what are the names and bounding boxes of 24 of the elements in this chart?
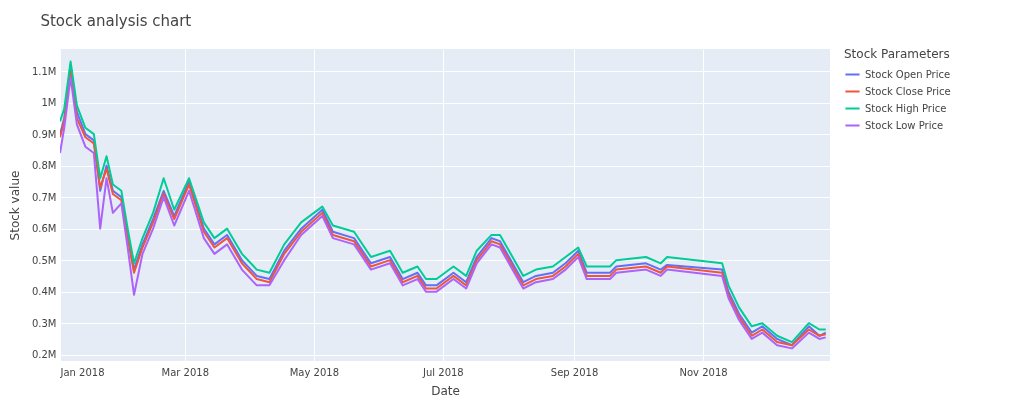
x-tick-label: Mar 2018 [161, 366, 210, 378]
x-tick-label: Sep 2018 [550, 366, 599, 378]
x-tick-label: May 2018 [289, 366, 339, 378]
y-tick-label: 1M [41, 97, 57, 109]
y-axis-title: Stock value [7, 170, 22, 241]
y-tick-label: 0.5M [31, 254, 57, 266]
y-tick-label: 1.1M [31, 65, 57, 77]
legend-label: Stock High Price [865, 102, 947, 114]
legend-title: Stock Parameters [844, 47, 950, 61]
y-tick-label: 0.8M [31, 160, 57, 172]
x-axis-title: Date [431, 383, 460, 398]
y-tick-label: 0.3M [31, 317, 57, 329]
x-tick-label: Nov 2018 [679, 366, 728, 378]
y-tick-label: 0.6M [31, 223, 57, 235]
y-tick-label: 0.4M [31, 286, 57, 298]
legend-label: Stock Low Price [865, 119, 944, 131]
y-tick-label: 0.7M [31, 191, 57, 203]
y-tick-label: 0.9M [31, 128, 57, 140]
legend-label: Stock Open Price [865, 68, 951, 80]
legend-label: Stock Close Price [865, 85, 951, 97]
x-tick-label: Jan 2018 [59, 366, 105, 378]
x-tick-label: Jul 2018 [422, 366, 464, 378]
chart-title: Stock analysis chart [40, 12, 192, 30]
y-tick-label: 0.2M [31, 349, 57, 361]
